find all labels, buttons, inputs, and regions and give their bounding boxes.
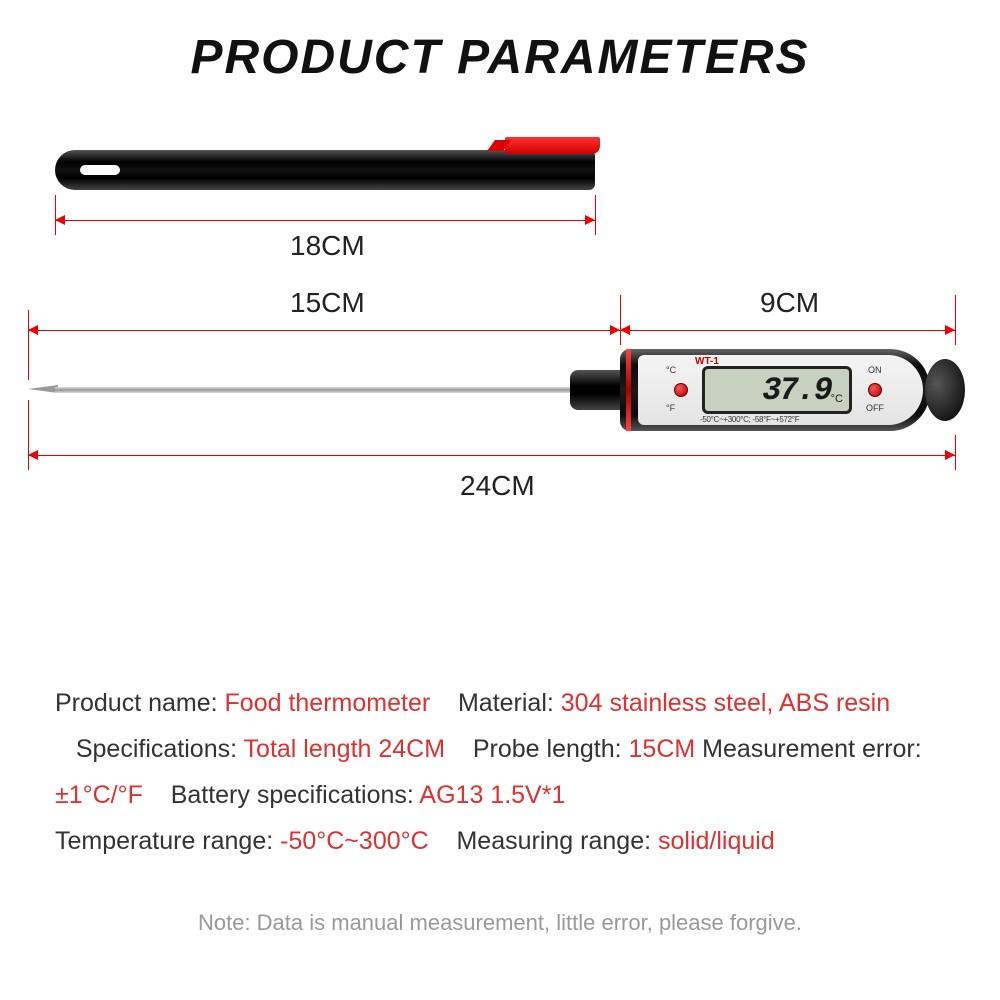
device-end-cap xyxy=(925,359,965,421)
arrow-left-icon xyxy=(620,325,630,335)
arrow-right-icon xyxy=(945,450,955,460)
probe-tip xyxy=(28,385,58,393)
probe-shaft xyxy=(55,387,585,393)
arrow-left-icon xyxy=(55,215,65,225)
cap-illustration: 18CM xyxy=(0,125,1000,245)
spec-label: Probe length: xyxy=(473,735,629,763)
lcd-display: 37.9 °C xyxy=(702,366,852,414)
dim-label-cap: 18CM xyxy=(290,230,365,262)
spec-value: 304 stainless steel, ABS resin xyxy=(561,689,890,717)
lcd-unit: °C xyxy=(831,393,843,405)
spec-label: Battery specifications: xyxy=(171,781,420,809)
spec-label: Measuring range: xyxy=(456,827,658,855)
probe-collar xyxy=(570,370,625,410)
spec-value: solid/liquid xyxy=(658,827,775,855)
spec-label: Material: xyxy=(458,689,561,717)
spec-value: Food thermometer xyxy=(225,689,431,717)
arrow-left-icon xyxy=(28,450,38,460)
arrow-right-icon xyxy=(945,325,955,335)
off-label: OFF xyxy=(866,403,884,413)
dim-tick xyxy=(28,310,29,380)
c-f-button xyxy=(674,383,688,397)
cap-hole xyxy=(80,165,120,175)
dim-tick xyxy=(955,435,956,470)
lcd-value: 37.9 xyxy=(762,372,831,409)
arrow-right-icon xyxy=(610,325,620,335)
model-label: WT-1 xyxy=(695,356,719,367)
dim-label-probe: 15CM xyxy=(290,287,365,319)
spec-label: Specifications: xyxy=(76,735,244,763)
dim-line-cap xyxy=(55,220,595,221)
spec-label: Measurement error: xyxy=(702,735,922,763)
page-title: PRODUCT PARAMETERS xyxy=(0,0,1000,125)
dim-line-total xyxy=(28,455,955,456)
dim-label-body: 9CM xyxy=(760,287,819,319)
dim-label-total: 24CM xyxy=(460,470,535,502)
footnote: Note: Data is manual measurement, little… xyxy=(0,910,1000,936)
on-off-button xyxy=(868,383,882,397)
arrow-right-icon xyxy=(585,215,595,225)
device-red-ring xyxy=(626,349,631,431)
dim-line-probe xyxy=(28,330,620,331)
cap-body xyxy=(55,150,595,190)
spec-value: ±1°C/°F xyxy=(55,781,143,809)
fahrenheit-label: °F xyxy=(666,403,675,413)
cap-clip xyxy=(505,137,600,154)
specs-block: Product name: Food thermometer Material:… xyxy=(55,680,945,864)
on-label: ON xyxy=(868,365,882,375)
arrow-left-icon xyxy=(28,325,38,335)
spec-label: Temperature range: xyxy=(55,827,280,855)
spec-value: Total length 24CM xyxy=(244,735,446,763)
thermometer-illustration: 9CM 15CM 37.9 °C WT-1 °C °F ON OFF -50°C… xyxy=(0,275,1000,555)
spec-value: 15CM xyxy=(629,735,696,763)
celsius-label: °C xyxy=(666,365,676,375)
dim-line-body xyxy=(620,330,955,331)
spec-value: AG13 1.5V*1 xyxy=(419,781,565,809)
range-label: -50°C~+300°C; -58°F~+572°F xyxy=(700,415,799,424)
dim-tick xyxy=(595,195,596,235)
dim-tick xyxy=(955,295,956,345)
spec-label: Product name: xyxy=(55,689,225,717)
spec-value: -50°C~300°C xyxy=(280,827,429,855)
dim-tick xyxy=(620,295,621,345)
